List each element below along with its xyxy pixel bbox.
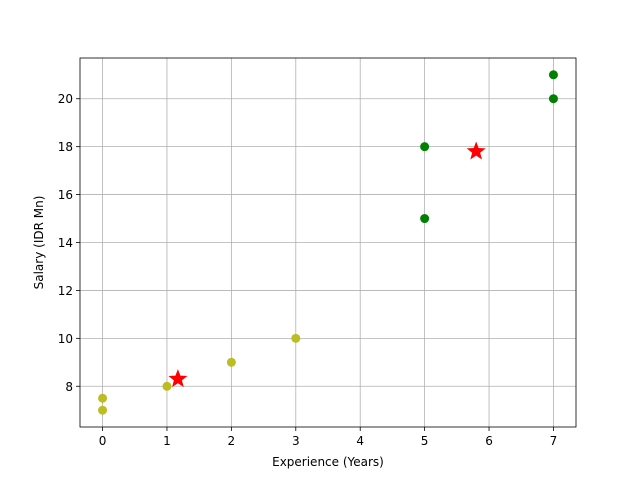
grid-lines (80, 58, 576, 427)
x-tick-label: 1 (163, 434, 171, 448)
plot-frame (79, 57, 577, 428)
scatter-point (420, 142, 430, 152)
x-tick-label: 4 (356, 434, 364, 448)
y-tick-label: 10 (58, 332, 73, 346)
scatter-point (226, 357, 236, 367)
y-tick-label: 12 (58, 284, 73, 298)
scatter-point (420, 214, 430, 224)
centroid-star-marker (168, 369, 188, 388)
x-tick-label: 0 (99, 434, 107, 448)
y-tick-label: 16 (58, 188, 73, 202)
scatter-point (548, 70, 558, 80)
scatter-point (98, 393, 108, 403)
x-tick-label: 5 (421, 434, 429, 448)
x-tick-label: 6 (485, 434, 493, 448)
centroid-star-marker (466, 141, 486, 160)
y-tick-label: 18 (58, 140, 73, 154)
y-tick-label: 14 (58, 236, 73, 250)
x-tick-label: 2 (228, 434, 236, 448)
x-tick-label: 3 (292, 434, 300, 448)
scatter-point (162, 381, 172, 391)
x-axis-label: Experience (Years) (272, 455, 384, 469)
y-tick-label: 8 (65, 380, 73, 394)
data-points (98, 70, 558, 415)
y-axis-label: Salary (IDR Mn) (32, 196, 46, 290)
scatter-point (98, 405, 108, 415)
scatter-point (548, 94, 558, 104)
scatter-point (291, 333, 301, 343)
x-tick-label: 7 (550, 434, 558, 448)
y-tick-label: 20 (58, 92, 73, 106)
